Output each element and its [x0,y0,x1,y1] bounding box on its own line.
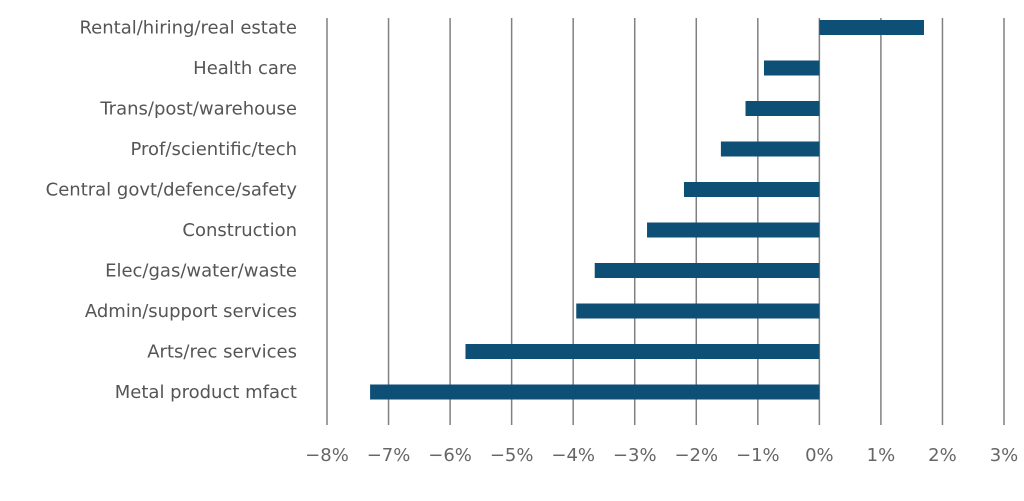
category-label: Admin/support services [85,301,297,322]
x-tick-label: −7% [367,445,411,466]
x-tick-label: 1% [867,445,896,466]
bar [720,141,820,157]
x-tick-label: −3% [613,445,657,466]
bar [594,263,820,278]
bars [370,20,924,400]
x-tick-label: 2% [928,445,957,466]
category-label: Rental/hiring/real estate [79,18,297,39]
category-label: Arts/rec services [147,342,297,363]
category-label: Health care [193,58,297,79]
x-tick-label: −8% [305,445,349,466]
x-tick-labels: −8% −7% −6% −5% −4% −3% −2% −1% 0% 1% 2% 3% [305,445,1018,466]
bar [465,344,820,359]
bar [683,182,820,197]
bar [763,60,820,76]
category-label: Central govt/defence/safety [46,180,298,201]
category-labels: Rental/hiring/real estate Health care Tran… [46,18,298,404]
bar [370,384,820,400]
x-tick-label: −2% [674,445,718,466]
category-label: Elec/gas/water/waste [105,261,297,282]
x-tick-label: −6% [428,445,472,466]
x-tick-label: 3% [990,445,1019,466]
bar [745,101,820,116]
x-tick-label: 0% [805,445,834,466]
x-tick-label: −1% [736,445,780,466]
bar [576,303,820,319]
x-tick-label: −5% [490,445,534,466]
category-label: Construction [182,220,297,241]
bar [647,222,820,238]
category-label: Trans/post/warehouse [99,99,297,120]
gridlines [326,18,1005,425]
x-tick-label: −4% [551,445,595,466]
bar [819,20,924,35]
category-label: Metal product mfact [115,382,297,403]
category-label: Prof/scientific/tech [130,139,297,160]
